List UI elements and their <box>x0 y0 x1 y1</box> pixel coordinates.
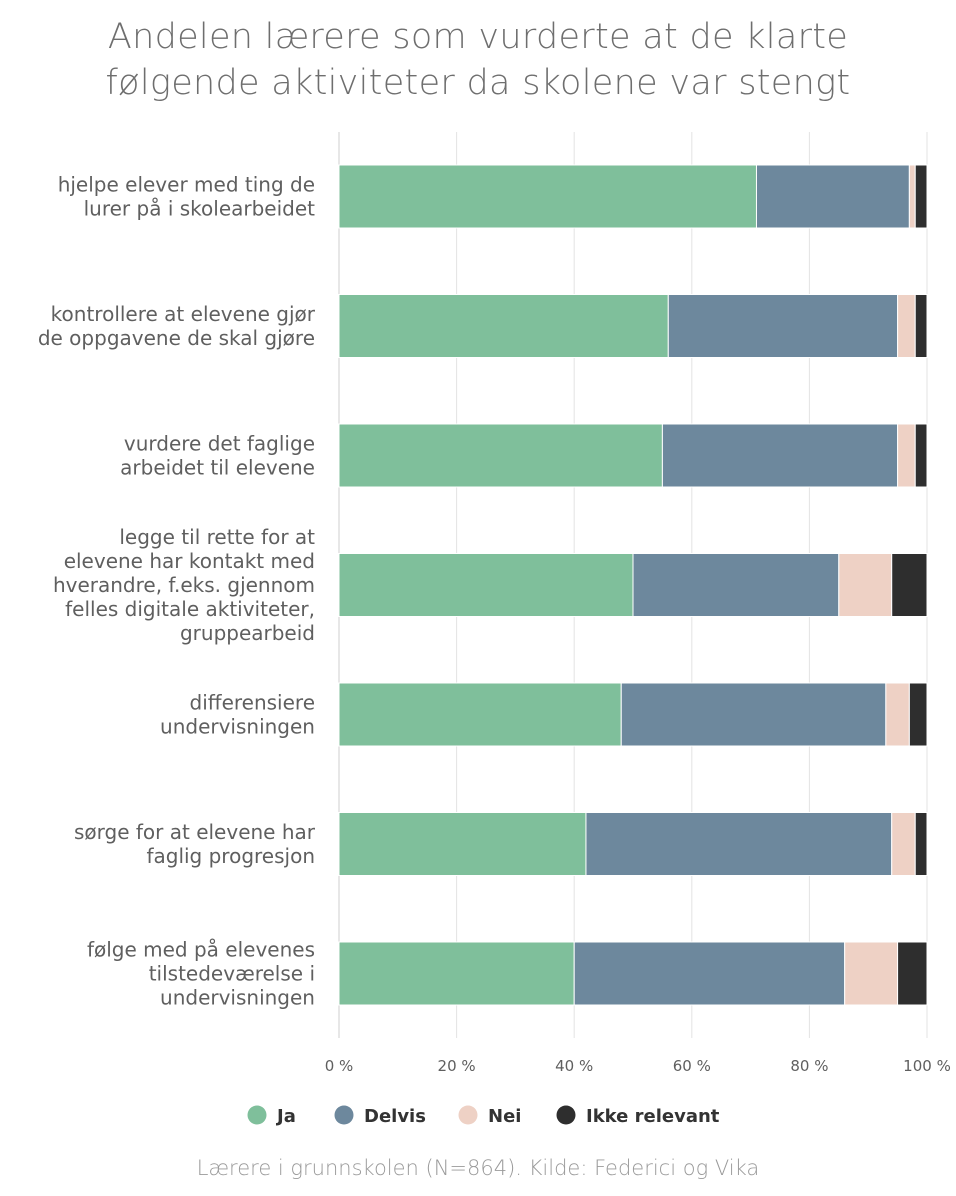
bar-ikke-relevant <box>914 423 928 488</box>
category-label: differensiere undervisningen <box>160 691 315 739</box>
category-label-line: differensiere <box>190 691 315 715</box>
bar-nei <box>897 423 916 488</box>
legend-label: Ikke relevant <box>586 1106 720 1127</box>
legend-label: Delvis <box>364 1106 426 1127</box>
category-label: hjelpe elever med ting de lurer på i skol… <box>58 173 315 221</box>
bar-ikke-relevant <box>897 941 928 1006</box>
bar-ja <box>338 423 663 488</box>
bar-nei <box>885 682 910 747</box>
bar-ikke-relevant <box>914 164 928 229</box>
category-label: sørge for at elevene har faglig progresjo… <box>74 820 316 868</box>
bar-ikke-relevant <box>908 682 928 747</box>
legend-marker-delvis <box>334 1105 354 1125</box>
category-label: legge til rette for at elevene har kontak… <box>53 525 315 645</box>
chart-title: Andelen lærere som vurderte at de klarte… <box>0 14 956 106</box>
category-label: følge med på elevenes tilstedeværelse i un… <box>87 938 315 1010</box>
stacked-bar-chart: 0 % 20 % 40 % 60 % 80 % 100 % hjelpe elever me… <box>38 132 951 1127</box>
category-label-line: kontrollere at elevene gjør <box>51 302 316 326</box>
bar-nei <box>908 164 916 229</box>
bar-ja <box>338 812 587 876</box>
category-label-line: felles digitale aktiviteter, <box>65 597 315 621</box>
x-tick-label: 0 % <box>325 1057 354 1075</box>
category-label-line: tilstedeværelse i <box>149 962 315 986</box>
x-tick-label: 80 % <box>790 1057 828 1075</box>
legend-label: Ja <box>275 1106 296 1127</box>
x-tick-label: 20 % <box>438 1057 476 1075</box>
bar-delvis <box>661 423 899 488</box>
category-label-line: undervisningen <box>160 715 315 739</box>
category-label-line: elevene har kontakt med <box>64 549 315 573</box>
category-label: kontrollere at elevene gjør de oppgavene … <box>38 302 316 350</box>
bar-nei <box>891 812 916 876</box>
bar-delvis <box>755 164 910 229</box>
bar-nei <box>844 941 899 1006</box>
bar-ikke-relevant <box>914 812 928 876</box>
category-label: vurdere det faglige arbeidet til elevene <box>120 432 315 480</box>
bar-delvis <box>632 553 840 617</box>
x-tick-label: 60 % <box>673 1057 711 1075</box>
bar-delvis <box>585 812 893 876</box>
category-label-line: hverandre, f.eks. gjennom <box>53 573 315 597</box>
category-label-line: faglig progresjon <box>146 844 315 868</box>
legend-marker-ikke-relevant <box>556 1105 576 1125</box>
bar-ja <box>338 941 575 1006</box>
chart-title-line-2: følgende aktiviteter da skolene var sten… <box>105 63 851 103</box>
legend-marker-nei <box>458 1105 478 1125</box>
bar-nei <box>838 553 893 617</box>
category-label-line: følge med på elevenes <box>87 938 315 962</box>
bar-ja <box>338 682 622 747</box>
category-label-line: gruppearbeid <box>180 621 315 645</box>
bar-delvis <box>573 941 846 1006</box>
category-label-line: de oppgavene de skal gjøre <box>38 326 315 350</box>
bar-delvis <box>620 682 887 747</box>
category-label-line: arbeidet til elevene <box>120 456 315 480</box>
category-label-line: hjelpe elever med ting de <box>58 173 315 197</box>
legend-marker-ja <box>247 1105 267 1125</box>
bar-ja <box>338 164 757 229</box>
category-label-line: vurdere det faglige <box>124 432 315 456</box>
bar-ikke-relevant <box>891 553 928 617</box>
chart-source-note: Lærere i grunnskolen (N=864). Kilde: Fed… <box>196 1156 760 1180</box>
bar-delvis <box>667 294 899 358</box>
category-label-line: sørge for at elevene har <box>74 820 316 844</box>
category-label-line: legge til rette for at <box>119 525 315 549</box>
bar-ikke-relevant <box>914 294 928 358</box>
x-tick-label: 100 % <box>903 1057 951 1075</box>
category-label-line: lurer på i skolearbeidet <box>84 197 316 221</box>
x-tick-label: 40 % <box>555 1057 593 1075</box>
bar-nei <box>897 294 916 358</box>
bar-ja <box>338 553 634 617</box>
category-label-line: undervisningen <box>160 986 315 1010</box>
bar-ja <box>338 294 669 358</box>
legend-label: Nei <box>488 1106 521 1127</box>
chart-title-line-1: Andelen lærere som vurderte at de klarte <box>107 17 849 57</box>
